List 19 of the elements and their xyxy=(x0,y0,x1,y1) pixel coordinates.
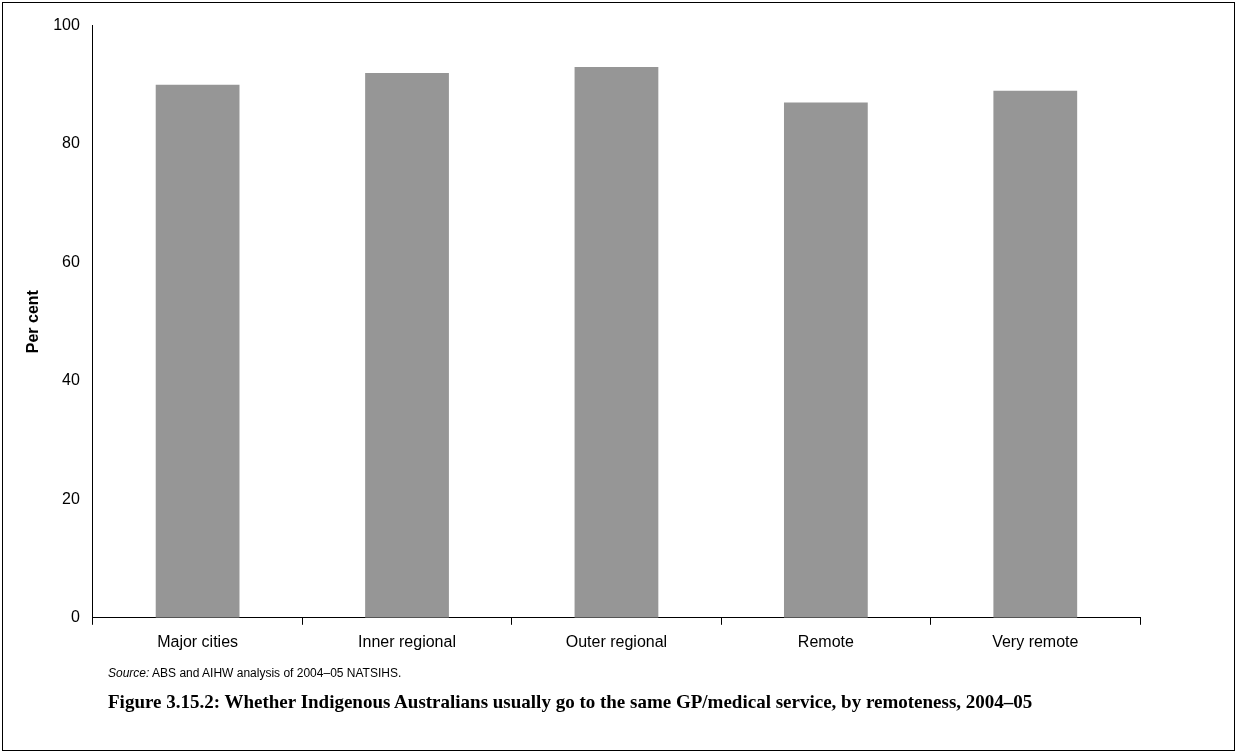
x-tick-label: Outer regional xyxy=(565,632,668,650)
y-axis-title: Per cent xyxy=(24,289,42,354)
x-tick-label: Major cities xyxy=(157,632,239,650)
y-tick-label: 0 xyxy=(70,608,80,626)
source-note: Source: ABS and AIHW analysis of 2004–05 NATSIHS. xyxy=(108,666,402,680)
bar xyxy=(993,90,1078,618)
bar xyxy=(155,84,240,618)
y-tick-label: 40 xyxy=(62,371,80,389)
text: Figure 3.15.2: Whether Indigenous Australians usually go to the same GP/medical service, by remoteness, 2004–05 xyxy=(108,690,1034,714)
bar xyxy=(574,67,659,618)
y-tick-label: 20 xyxy=(62,489,80,507)
y-tick-label: 60 xyxy=(62,252,80,270)
y-tick-label: 100 xyxy=(53,16,80,34)
bar xyxy=(783,102,868,618)
bar xyxy=(365,72,449,618)
x-tick-label: Remote xyxy=(797,632,854,650)
x-tick-label: Very remote xyxy=(992,632,1079,650)
y-tick-label: 80 xyxy=(62,134,80,152)
x-tick-label: Inner regional xyxy=(358,632,456,650)
